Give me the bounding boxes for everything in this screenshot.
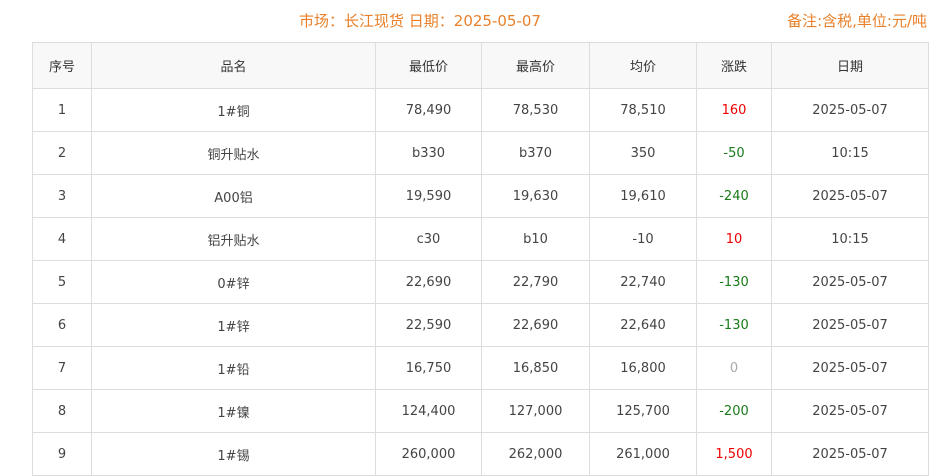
cell-date: 10:15 xyxy=(771,131,929,175)
table-row: 7 1#铅 16,750 16,850 16,800 0 2025-05-07 xyxy=(32,346,929,390)
table-row: 9 1#锡 260,000 262,000 261,000 1,500 2025-05-07 xyxy=(32,432,929,476)
cell-avg: 22,740 xyxy=(589,260,697,304)
column-header: 日期 xyxy=(771,42,929,89)
cell-avg: 261,000 xyxy=(589,432,697,476)
cell-name: 铜升贴水 xyxy=(91,131,376,175)
cell-date: 2025-05-07 xyxy=(771,432,929,476)
cell-no: 5 xyxy=(32,260,92,304)
cell-low: 22,590 xyxy=(375,303,482,347)
cell-low: 16,750 xyxy=(375,346,482,390)
cell-no: 4 xyxy=(32,217,92,261)
column-header: 涨跌 xyxy=(696,42,772,89)
cell-change: 10 xyxy=(696,217,772,261)
cell-high: 22,790 xyxy=(481,260,590,304)
cell-date: 2025-05-07 xyxy=(771,346,929,390)
cell-no: 6 xyxy=(32,303,92,347)
cell-change: 0 xyxy=(696,346,772,390)
table-row: 5 0#锌 22,690 22,790 22,740 -130 2025-05-07 xyxy=(32,260,929,304)
cell-change: 160 xyxy=(696,88,772,132)
cell-name: 0#锌 xyxy=(91,260,376,304)
cell-name: 1#锡 xyxy=(91,432,376,476)
cell-high: 78,530 xyxy=(481,88,590,132)
cell-avg: 78,510 xyxy=(589,88,697,132)
table-row: 8 1#镍 124,400 127,000 125,700 -200 2025-05-07 xyxy=(32,389,929,433)
cell-low: 78,490 xyxy=(375,88,482,132)
cell-high: 19,630 xyxy=(481,174,590,218)
cell-no: 7 xyxy=(32,346,92,390)
cell-low: 260,000 xyxy=(375,432,482,476)
cell-name: 1#镍 xyxy=(91,389,376,433)
cell-date: 2025-05-07 xyxy=(771,389,929,433)
table-header: 序号 品名 最低价 最高价 均价 涨跌 日期 xyxy=(32,42,929,89)
cell-date: 10:15 xyxy=(771,217,929,261)
cell-low: c30 xyxy=(375,217,482,261)
cell-name: A00铝 xyxy=(91,174,376,218)
cell-low: 124,400 xyxy=(375,389,482,433)
price-table: 序号 品名 最低价 最高价 均价 涨跌 日期 1 1#铜 78,490 78,530 78,510 1… xyxy=(32,42,929,476)
cell-high: b370 xyxy=(481,131,590,175)
cell-date: 2025-05-07 xyxy=(771,260,929,304)
table-row: 2 铜升贴水 b330 b370 350 -50 10:15 xyxy=(32,131,929,175)
cell-date: 2025-05-07 xyxy=(771,88,929,132)
cell-avg: -10 xyxy=(589,217,697,261)
table-row: 1 1#铜 78,490 78,530 78,510 160 2025-05-07 xyxy=(32,88,929,132)
cell-avg: 16,800 xyxy=(589,346,697,390)
column-header: 序号 xyxy=(32,42,92,89)
cell-high: b10 xyxy=(481,217,590,261)
market-title: 市场：长江现货 日期：2025-05-07 xyxy=(299,12,541,30)
cell-change: -130 xyxy=(696,303,772,347)
cell-date: 2025-05-07 xyxy=(771,303,929,347)
cell-name: 1#锌 xyxy=(91,303,376,347)
cell-name: 铝升贴水 xyxy=(91,217,376,261)
column-header: 最低价 xyxy=(375,42,482,89)
cell-avg: 125,700 xyxy=(589,389,697,433)
cell-change: -200 xyxy=(696,389,772,433)
cell-name: 1#铜 xyxy=(91,88,376,132)
unit-note: 备注:含税,单位:元/吨 xyxy=(787,12,927,30)
cell-no: 3 xyxy=(32,174,92,218)
cell-low: 22,690 xyxy=(375,260,482,304)
cell-no: 1 xyxy=(32,88,92,132)
cell-no: 2 xyxy=(32,131,92,175)
cell-change: -130 xyxy=(696,260,772,304)
cell-high: 16,850 xyxy=(481,346,590,390)
table-row: 6 1#锌 22,590 22,690 22,640 -130 2025-05-07 xyxy=(32,303,929,347)
cell-no: 8 xyxy=(32,389,92,433)
cell-low: 19,590 xyxy=(375,174,482,218)
cell-name: 1#铅 xyxy=(91,346,376,390)
column-header: 品名 xyxy=(91,42,376,89)
cell-avg: 19,610 xyxy=(589,174,697,218)
cell-high: 127,000 xyxy=(481,389,590,433)
cell-change: 1,500 xyxy=(696,432,772,476)
column-header: 均价 xyxy=(589,42,697,89)
cell-high: 22,690 xyxy=(481,303,590,347)
column-header: 最高价 xyxy=(481,42,590,89)
cell-high: 262,000 xyxy=(481,432,590,476)
cell-date: 2025-05-07 xyxy=(771,174,929,218)
cell-avg: 350 xyxy=(589,131,697,175)
cell-change: -240 xyxy=(696,174,772,218)
cell-avg: 22,640 xyxy=(589,303,697,347)
table-row: 4 铝升贴水 c30 b10 -10 10 10:15 xyxy=(32,217,929,261)
cell-low: b330 xyxy=(375,131,482,175)
cell-change: -50 xyxy=(696,131,772,175)
table-row: 3 A00铝 19,590 19,630 19,610 -240 2025-05-07 xyxy=(32,174,929,218)
cell-no: 9 xyxy=(32,432,92,476)
